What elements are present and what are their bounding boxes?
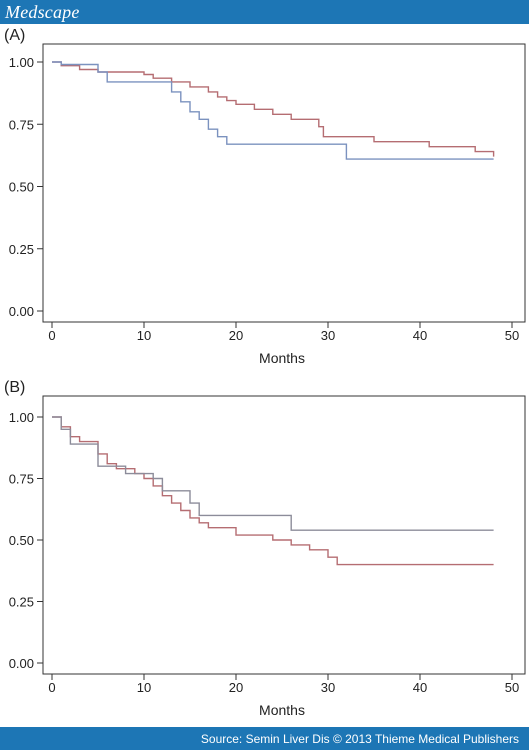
x-tick-label: 10 — [137, 680, 151, 695]
x-tick-label: 40 — [413, 680, 427, 695]
y-tick-label: 0.75 — [9, 117, 34, 132]
y-tick-label: 0.00 — [9, 304, 34, 319]
panel-label: (B) — [4, 379, 25, 396]
x-tick-label: 10 — [137, 328, 151, 343]
survival-curve-1 — [52, 416, 494, 566]
x-axis-title: Months — [259, 350, 305, 366]
footer-bar: Source: Semin Liver Dis © 2013 Thieme Me… — [0, 727, 529, 750]
y-tick-label: 0.75 — [9, 472, 34, 487]
y-tick-label: 0.25 — [9, 242, 34, 257]
y-tick-label: 1.00 — [9, 55, 34, 70]
x-tick-label: 30 — [321, 328, 335, 343]
plot-frame — [42, 43, 526, 323]
chart-a: (A) 0 10 20 30 40 50 0.00 0.25 0.50 0.75 1.00 Months — [4, 27, 526, 366]
panel-label: (A) — [4, 27, 25, 44]
brand-logo: Medscape — [5, 2, 80, 22]
y-tick-label: 0.00 — [9, 656, 34, 671]
y-tick-label: 0.25 — [9, 595, 34, 610]
x-tick-label: 40 — [413, 328, 427, 343]
survival-curve-2 — [52, 61, 494, 160]
x-tick-label: 0 — [48, 680, 55, 695]
source-credit: Source: Semin Liver Dis © 2013 Thieme Me… — [200, 732, 519, 746]
survival-curve-1 — [52, 61, 495, 157]
header-bar: Medscape — [0, 0, 529, 24]
x-tick-label: 20 — [229, 680, 243, 695]
y-tick-label: 1.00 — [9, 410, 34, 425]
x-tick-label: 30 — [321, 680, 335, 695]
y-tick-label: 0.50 — [9, 180, 34, 195]
y-tick-label: 0.50 — [9, 533, 34, 548]
x-tick-label: 0 — [48, 328, 55, 343]
x-tick-label: 50 — [505, 680, 519, 695]
x-tick-label: 50 — [505, 328, 519, 343]
x-axis-title: Months — [259, 702, 305, 718]
chart-b: (B) 0 10 20 30 40 50 0.00 0.25 0.50 0.75 1.00 Months — [4, 379, 526, 718]
plot-frame — [42, 395, 526, 675]
survival-curve-2 — [52, 416, 494, 531]
x-tick-label: 20 — [229, 328, 243, 343]
